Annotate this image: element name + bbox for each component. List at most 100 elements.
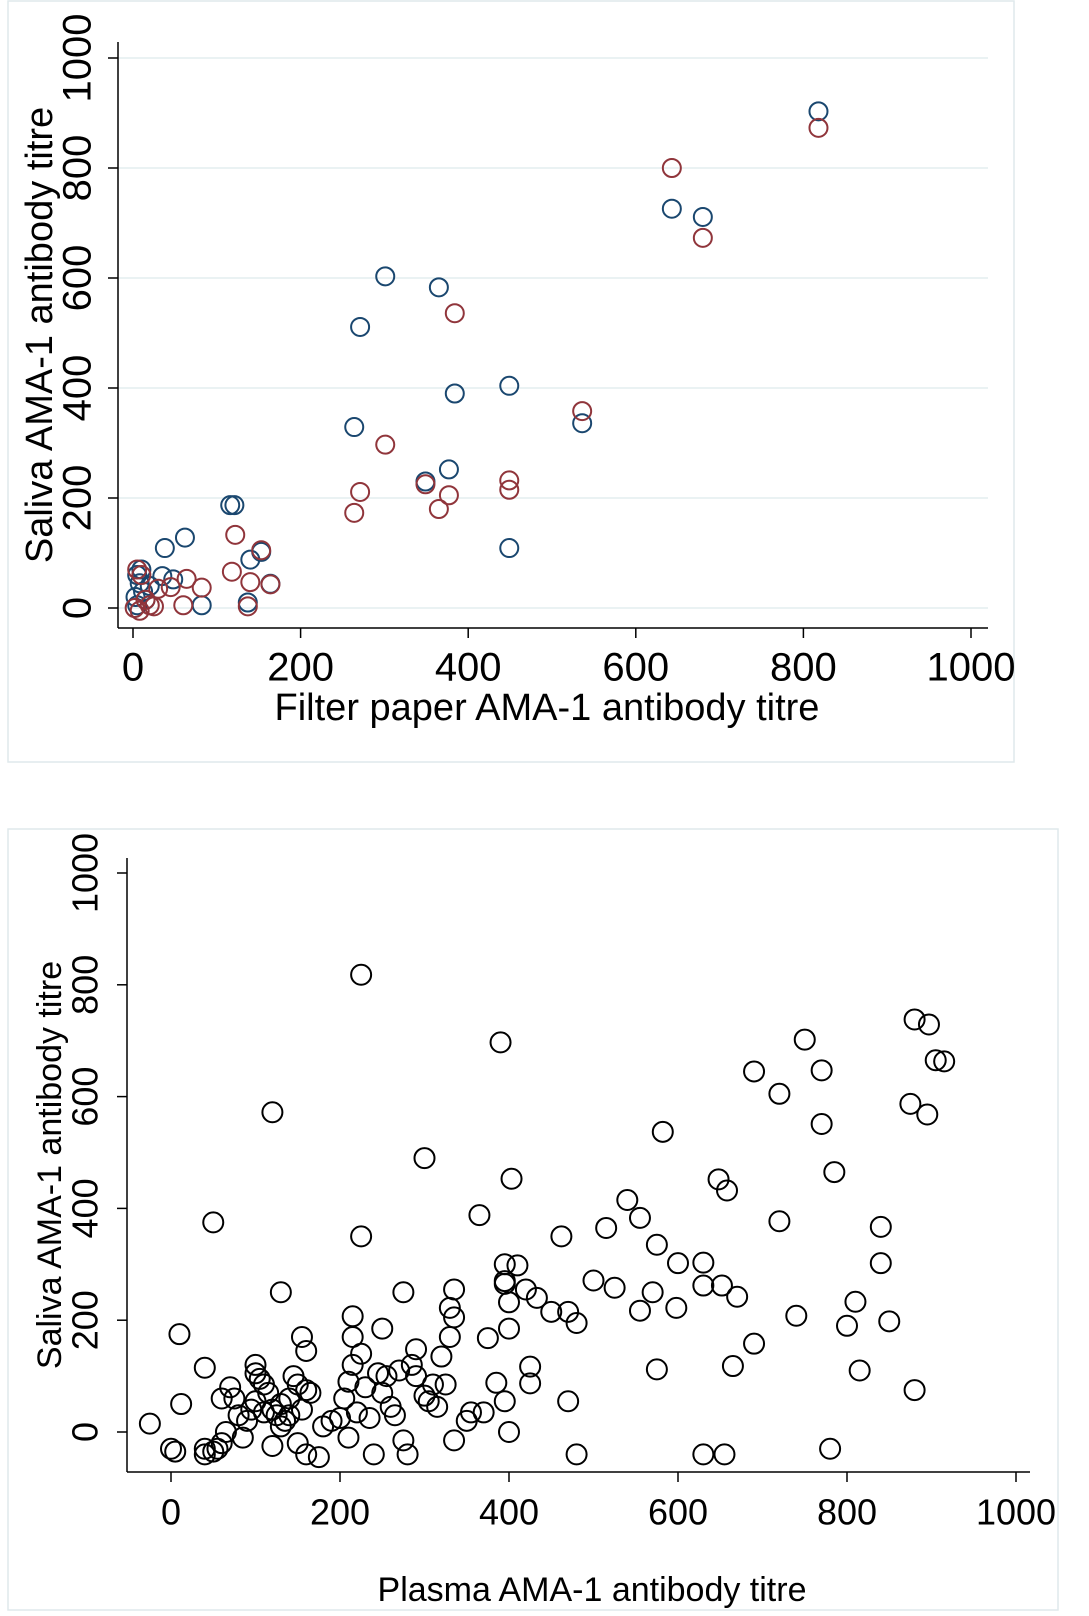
point [392,1281,415,1304]
point [595,1216,618,1239]
point [350,1342,373,1365]
point [485,1371,508,1394]
point [476,1327,499,1350]
point [405,1338,428,1361]
point [375,434,396,455]
point [421,1373,444,1396]
point [692,1443,715,1466]
point [299,1381,322,1404]
x-tick-label: 400 [479,1492,539,1533]
point [434,1373,457,1396]
point [202,1440,225,1463]
point [707,1168,730,1191]
point [219,1376,242,1399]
point [221,561,242,582]
point [260,574,281,595]
point [444,383,465,404]
point [131,565,152,585]
point [459,1401,482,1424]
x-tick-label: 600 [648,1492,708,1533]
point [375,266,396,287]
point [333,1387,356,1410]
point [498,1291,520,1314]
point [350,316,371,337]
point [603,1276,626,1299]
point [307,1446,330,1469]
point [225,524,246,545]
point [869,1252,892,1275]
point [286,1432,309,1455]
point [810,1059,833,1082]
point [413,1384,436,1407]
point [519,1355,542,1378]
point [540,1300,563,1323]
point [499,470,520,491]
point [129,600,150,621]
point [645,1233,668,1256]
point [206,1437,229,1460]
panel [7,828,1059,1611]
point [768,1210,791,1233]
point [344,417,365,438]
point [341,1353,364,1376]
point [154,538,175,559]
point [651,1120,674,1143]
x-tick-label: 1000 [927,646,1016,690]
point [428,499,449,519]
point [667,1252,689,1275]
point [844,1290,867,1313]
point [514,1278,537,1301]
y-tick-label: 800 [65,955,106,1015]
point [819,1437,842,1460]
point [261,1101,284,1124]
point [506,1254,529,1277]
point [176,568,197,589]
point [823,1161,846,1184]
point [202,1211,225,1234]
point [572,413,593,434]
point [692,1274,715,1297]
point [692,206,713,227]
point [743,1332,766,1355]
point [269,1415,292,1438]
point [557,1390,580,1413]
y-tick-label: 400 [56,355,100,422]
point [557,1300,580,1323]
point [223,1387,246,1410]
point [320,1409,343,1432]
x-tick-label: 0 [122,646,144,690]
point [244,1353,267,1376]
point [400,1353,423,1376]
point [358,1407,381,1430]
point [164,1440,187,1463]
point [808,117,829,138]
point [350,1225,373,1248]
x-tick-label: 800 [817,1492,877,1533]
x-tick-label: 200 [310,1492,370,1533]
point [489,1031,512,1054]
point [726,1285,749,1308]
point [713,1443,736,1466]
point [661,158,682,178]
point [170,1393,193,1416]
point [692,1251,715,1274]
point [661,198,682,219]
point [582,1269,605,1292]
point [174,527,195,548]
y-tick-label: 1000 [56,14,100,103]
panel [7,0,1015,763]
point [240,572,261,593]
point [428,277,449,298]
point [499,479,520,500]
point [468,1204,491,1227]
point [295,1339,318,1362]
point [350,481,371,502]
y-tick-label: 400 [65,1178,106,1238]
point [710,1274,733,1297]
point [210,1387,233,1410]
point [692,227,713,248]
point [444,303,465,324]
point [426,1395,449,1418]
point [224,495,245,516]
